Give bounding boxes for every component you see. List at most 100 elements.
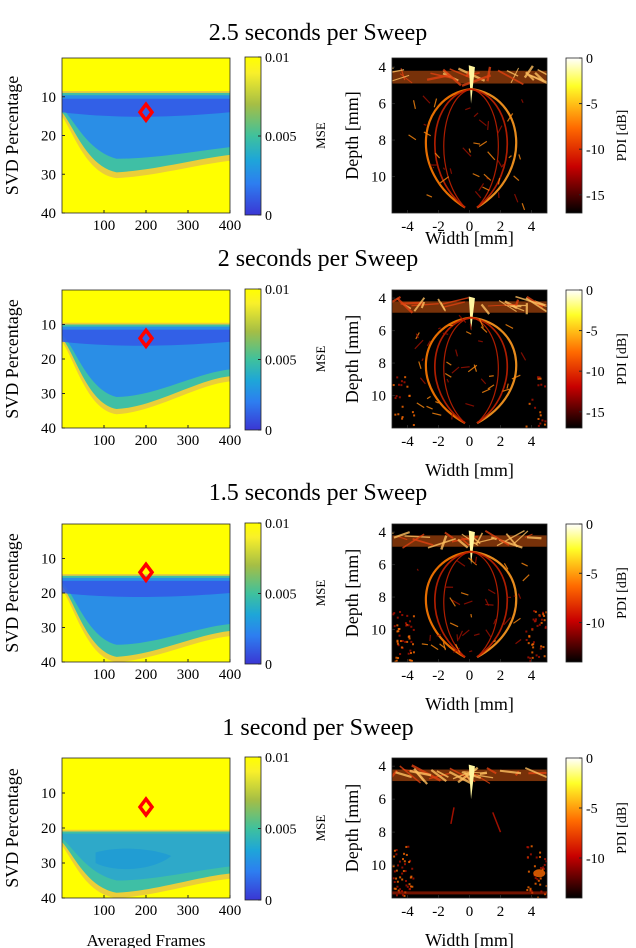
noise-speckle [536, 376, 539, 379]
pdi-vessels [392, 65, 547, 211]
surface-vessel [411, 303, 439, 307]
noise-speckle [403, 381, 406, 384]
pdi-colorbar [565, 757, 583, 899]
central-vessel [468, 530, 475, 565]
noise-speckle [396, 630, 399, 633]
surface-vessel [411, 764, 442, 782]
noise-speckle [408, 394, 411, 397]
cortical-vessel [470, 87, 518, 209]
surface-vessel [395, 771, 413, 779]
small-vessel [451, 599, 461, 606]
y-tick-label: 6 [379, 97, 387, 113]
noise-speckle [543, 423, 546, 426]
colorbar-tick-label: 0 [265, 209, 272, 224]
noise-speckle [406, 385, 409, 388]
y-tick-label: 8 [379, 825, 387, 841]
heatmap-min-region [95, 848, 172, 870]
small-vessel [430, 644, 439, 651]
x-tick-label: -4 [401, 904, 414, 920]
colorbar-tick-label: -10 [586, 365, 605, 380]
noise-speckle [539, 866, 542, 869]
small-vessel [497, 177, 501, 185]
x-tick-label: 200 [135, 903, 158, 919]
surface-vessel [480, 303, 491, 315]
small-vessel [437, 327, 441, 330]
noise-speckle [397, 628, 400, 631]
noise-speckle [537, 417, 540, 420]
x-tick-label: 200 [135, 433, 158, 449]
surface-vessel [430, 72, 454, 80]
noise-speckle [528, 635, 531, 638]
noise-speckle [405, 845, 408, 848]
small-vessel [520, 352, 527, 361]
noise-speckle [408, 883, 411, 886]
y-tick-label: 10 [371, 170, 386, 186]
noise-speckle [544, 858, 547, 861]
noise-speckle [403, 852, 406, 855]
surface-vessel [524, 533, 533, 538]
noise-speckle [401, 417, 404, 420]
y-axis-label: Depth [mm] [342, 549, 362, 637]
noise-speckle [532, 646, 535, 649]
noise-speckle [401, 416, 404, 419]
noise-speckle [526, 856, 529, 859]
small-vessel [421, 358, 424, 362]
noise-speckle [532, 641, 535, 644]
noise-speckle [411, 867, 414, 870]
pdi-vessels [392, 295, 547, 428]
x-tick-label: -2 [432, 668, 445, 684]
noise-speckle [534, 877, 537, 880]
noise-speckle [537, 424, 540, 427]
noise-speckle [529, 889, 532, 892]
mse-heatmap-panel: 100 200 300 400 10 20 30 40 SVD Percentage 0.01 0.… [2, 283, 328, 449]
noise-speckle [397, 657, 400, 660]
surface-vessel [402, 533, 425, 549]
pdi-vessels [392, 530, 547, 662]
surface-vessel [523, 65, 534, 79]
surface-vessel [404, 535, 431, 538]
noise-speckle [544, 626, 547, 629]
noise-speckle [393, 625, 396, 628]
x-tick-label: 300 [177, 433, 200, 449]
x-tick-label: 100 [93, 433, 116, 449]
small-vessel [444, 372, 452, 378]
surface-vessel [444, 531, 454, 539]
x-tick-label: 2 [497, 904, 505, 920]
noise-speckle [411, 659, 414, 662]
noise-speckle [402, 870, 405, 873]
pdi-colorbar [565, 523, 583, 663]
small-vessel [521, 562, 528, 567]
surface-vessel [392, 295, 402, 304]
surface-vessel [525, 297, 547, 313]
noise-speckle [398, 860, 401, 863]
noise-speckle [395, 849, 398, 852]
noise-speckle [409, 885, 412, 888]
noise-speckle [535, 654, 538, 657]
y-tick-label: 4 [379, 759, 387, 775]
noise-speckle [396, 624, 399, 627]
noise-speckle [401, 894, 404, 897]
noise-speckle [397, 413, 400, 416]
noise-speckle [537, 879, 540, 882]
noise-speckle [542, 867, 545, 870]
optimum-marker [137, 101, 155, 124]
small-vessel [455, 643, 461, 653]
noise-speckle [531, 643, 534, 646]
small-vessel [485, 629, 492, 638]
x-tick-label: -4 [401, 668, 414, 684]
central-vessel [468, 764, 475, 800]
small-vessel [486, 177, 489, 180]
noise-speckle [531, 398, 534, 401]
noise-speckle [534, 406, 537, 409]
noise-speckle [401, 878, 404, 881]
small-vessel [449, 597, 456, 607]
noise-speckle [405, 624, 408, 627]
colorbar-label: MSE [313, 815, 328, 842]
small-vessel [460, 366, 470, 369]
surface-vessel [461, 74, 492, 87]
small-vessel [478, 119, 487, 127]
small-vessel [505, 323, 514, 329]
noise-speckle [539, 414, 542, 417]
small-vessel [473, 142, 481, 145]
small-vessel [492, 812, 502, 833]
